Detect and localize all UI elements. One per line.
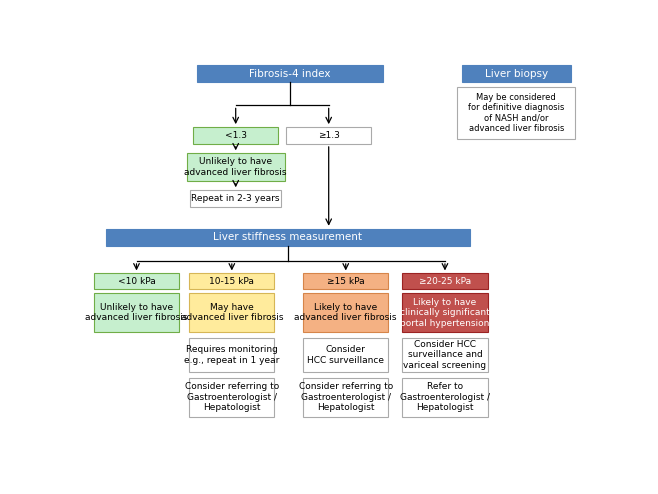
Text: Refer to
Gastroenterologist /
Hepatologist: Refer to Gastroenterologist / Hepatologi… <box>400 382 490 412</box>
Bar <box>187 153 284 181</box>
Text: May have
advanced liver fibrosis: May have advanced liver fibrosis <box>180 303 283 322</box>
Text: ≥1.3: ≥1.3 <box>318 131 340 140</box>
Bar <box>303 338 388 372</box>
Text: ≥15 kPa: ≥15 kPa <box>327 277 365 286</box>
Text: Consider referring to
Gastroenterologist /
Hepatologist: Consider referring to Gastroenterologist… <box>185 382 279 412</box>
Text: Likely to have
advanced liver fibrosis: Likely to have advanced liver fibrosis <box>295 303 397 322</box>
Text: Unlikely to have
advanced liver fibrosis: Unlikely to have advanced liver fibrosis <box>184 158 287 177</box>
Bar <box>303 273 388 288</box>
Text: Consider
HCC surveillance: Consider HCC surveillance <box>307 345 384 365</box>
Text: May be considered
for definitive diagnosis
of NASH and/or
advanced liver fibrosi: May be considered for definitive diagnos… <box>468 93 565 133</box>
Bar <box>402 293 488 332</box>
Bar <box>94 293 179 332</box>
Bar <box>457 87 575 139</box>
Bar <box>190 378 274 416</box>
Text: ≥20-25 kPa: ≥20-25 kPa <box>419 277 471 286</box>
Text: Fibrosis-4 index: Fibrosis-4 index <box>249 69 331 79</box>
Bar <box>190 293 274 332</box>
Text: 10-15 kPa: 10-15 kPa <box>209 277 254 286</box>
Text: Likely to have
clinically significant
portal hypertension: Likely to have clinically significant po… <box>400 298 490 328</box>
Bar <box>303 378 388 416</box>
Bar <box>197 65 383 82</box>
Text: <10 kPa: <10 kPa <box>118 277 155 286</box>
Bar <box>190 190 282 207</box>
Bar <box>462 65 570 82</box>
Bar <box>402 273 488 288</box>
Text: Liver stiffness measurement: Liver stiffness measurement <box>213 232 362 242</box>
Bar <box>303 293 388 332</box>
Bar <box>286 127 371 144</box>
Bar <box>190 273 274 288</box>
Text: Consider HCC
surveillance and
variceal screening: Consider HCC surveillance and variceal s… <box>403 340 486 370</box>
Bar <box>402 378 488 416</box>
Text: Requires monitoring
e.g., repeat in 1 year: Requires monitoring e.g., repeat in 1 ye… <box>184 345 280 365</box>
Text: Unlikely to have
advanced liver fibrosis: Unlikely to have advanced liver fibrosis <box>86 303 188 322</box>
Bar <box>94 273 179 288</box>
Text: <1.3: <1.3 <box>224 131 247 140</box>
Text: Consider referring to
Gastroenterologist /
Hepatologist: Consider referring to Gastroenterologist… <box>299 382 393 412</box>
Bar <box>193 127 278 144</box>
Bar <box>402 338 488 372</box>
Bar <box>190 338 274 372</box>
Text: Repeat in 2-3 years: Repeat in 2-3 years <box>191 194 280 203</box>
Bar <box>105 229 470 246</box>
Text: Liver biopsy: Liver biopsy <box>485 69 548 79</box>
